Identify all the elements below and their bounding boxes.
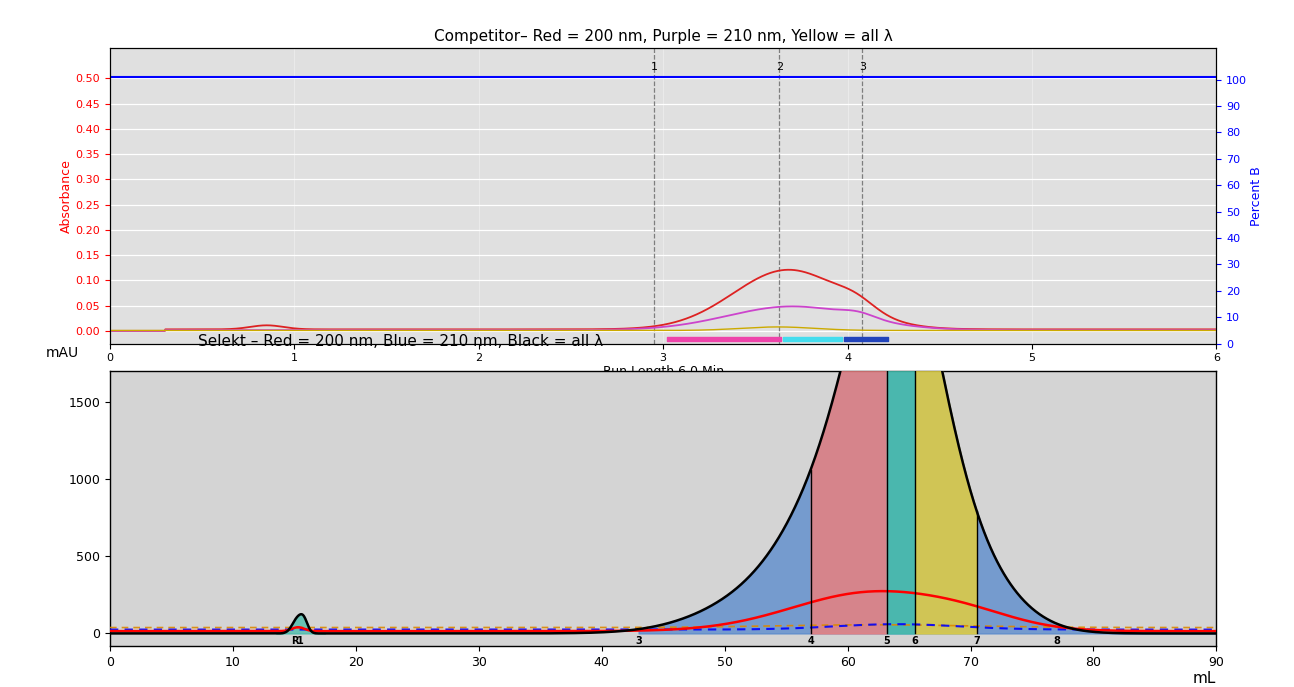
Title: Competitor– Red = 200 nm, Purple = 210 nm, Yellow = all λ: Competitor– Red = 200 nm, Purple = 210 n… (433, 29, 893, 44)
Text: 8: 8 (1053, 636, 1060, 646)
Text: 2: 2 (776, 63, 783, 72)
Text: 4: 4 (807, 636, 814, 646)
Text: Selekt – Red = 200 nm, Blue = 210 nm, Black = all λ: Selekt – Red = 200 nm, Blue = 210 nm, Bl… (198, 334, 603, 349)
Y-axis label: Absorbance: Absorbance (60, 159, 72, 233)
X-axis label: Run Length 6.0 Min: Run Length 6.0 Min (603, 365, 723, 378)
Text: 3: 3 (859, 63, 866, 72)
X-axis label: mL: mL (1193, 671, 1216, 686)
Text: 5: 5 (884, 636, 890, 646)
Text: 1: 1 (651, 63, 657, 72)
Text: 1: 1 (298, 636, 304, 646)
Text: mAU: mAU (45, 346, 79, 360)
Text: 7: 7 (973, 636, 980, 646)
Y-axis label: Percent B: Percent B (1250, 166, 1263, 225)
Text: 6: 6 (912, 636, 919, 646)
Text: R: R (291, 636, 298, 646)
Text: 3: 3 (635, 636, 642, 646)
